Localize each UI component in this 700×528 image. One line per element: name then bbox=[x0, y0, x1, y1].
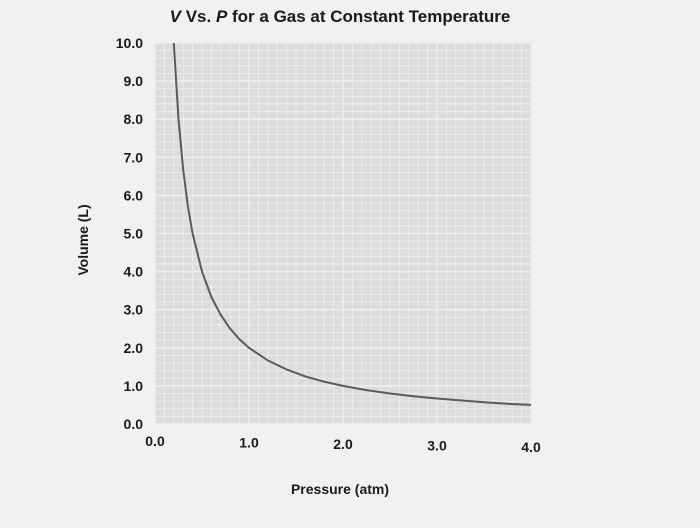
x-axis-ticks: 0.0 1.0 2.0 3.0 4.0 bbox=[145, 433, 541, 455]
x-tick-label: 3.0 bbox=[427, 438, 447, 454]
chart-title: V Vs. P for a Gas at Constant Temperatur… bbox=[170, 7, 511, 26]
x-tick-label: 0.0 bbox=[145, 433, 165, 449]
y-axis-ticks: 0.0 1.0 2.0 3.0 4.0 5.0 6.0 7.0 8.0 9.0 10.0 bbox=[116, 35, 143, 432]
y-tick-label: 2.0 bbox=[124, 340, 144, 356]
x-tick-label: 4.0 bbox=[521, 439, 541, 455]
y-tick-label: 4.0 bbox=[124, 264, 144, 280]
y-tick-label: 0.0 bbox=[124, 416, 144, 432]
y-tick-label: 6.0 bbox=[124, 187, 144, 203]
y-tick-label: 8.0 bbox=[124, 111, 144, 127]
grid-lines bbox=[154, 42, 532, 425]
x-axis-label: Pressure (atm) bbox=[291, 481, 389, 497]
y-tick-label: 3.0 bbox=[124, 302, 144, 318]
y-tick-label: 9.0 bbox=[124, 73, 144, 89]
x-tick-label: 2.0 bbox=[333, 436, 353, 452]
y-tick-label: 5.0 bbox=[124, 226, 144, 242]
y-tick-label: 7.0 bbox=[124, 149, 144, 165]
x-tick-label: 1.0 bbox=[239, 435, 259, 451]
y-tick-label: 10.0 bbox=[116, 35, 143, 51]
y-axis-label: Volume (L) bbox=[75, 204, 91, 275]
y-tick-label: 1.0 bbox=[124, 378, 144, 394]
series-line bbox=[172, 42, 532, 406]
